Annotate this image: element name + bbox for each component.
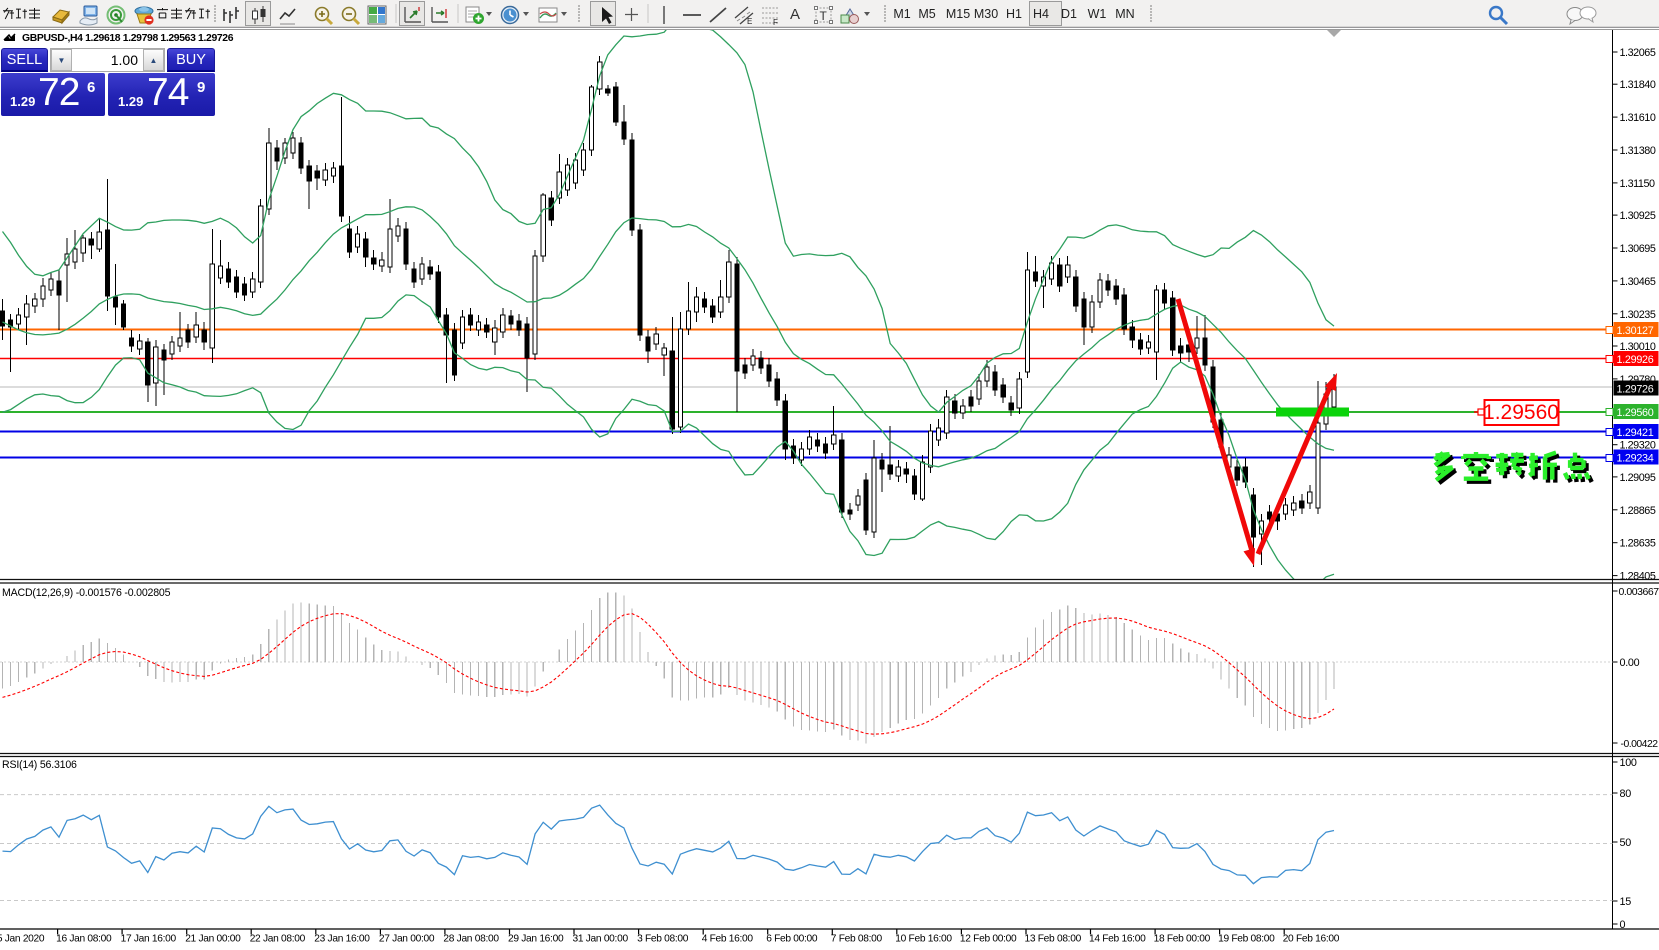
svg-text:H1: H1 — [1006, 7, 1022, 21]
svg-text:0.003667: 0.003667 — [1619, 586, 1659, 598]
svg-text:1.29234: 1.29234 — [1617, 453, 1654, 465]
svg-text:H4: H4 — [1033, 7, 1049, 21]
svg-text:17 Jan 16:00: 17 Jan 16:00 — [121, 934, 177, 945]
svg-text:1.29726: 1.29726 — [1617, 384, 1654, 396]
svg-text:3 Feb 08:00: 3 Feb 08:00 — [637, 934, 689, 945]
svg-text:M1: M1 — [893, 7, 910, 21]
svg-text:6 Feb 00:00: 6 Feb 00:00 — [766, 934, 818, 945]
svg-text:1.29560: 1.29560 — [1617, 407, 1654, 419]
svg-text:15 Jan 2020: 15 Jan 2020 — [0, 934, 45, 945]
svg-text:1.30127: 1.30127 — [1617, 325, 1654, 337]
svg-text:10 Feb 16:00: 10 Feb 16:00 — [895, 934, 952, 945]
svg-text:M5: M5 — [918, 7, 935, 21]
svg-text:1.31840: 1.31840 — [1620, 79, 1656, 91]
svg-text:15: 15 — [1620, 896, 1632, 908]
svg-text:1.28405: 1.28405 — [1620, 571, 1656, 583]
svg-text:19 Feb 08:00: 19 Feb 08:00 — [1218, 934, 1275, 945]
svg-text:1.30010: 1.30010 — [1620, 341, 1656, 353]
svg-text:1.32065: 1.32065 — [1620, 47, 1656, 59]
svg-text:0.00: 0.00 — [1620, 657, 1640, 669]
svg-text:F: F — [773, 18, 778, 27]
svg-text:50: 50 — [1620, 837, 1632, 849]
svg-text:M30: M30 — [974, 7, 998, 21]
svg-text:-0.00422: -0.00422 — [1621, 739, 1659, 750]
svg-text:18 Feb 00:00: 18 Feb 00:00 — [1154, 934, 1211, 945]
svg-text:1.28635: 1.28635 — [1620, 538, 1656, 550]
svg-text:27 Jan 00:00: 27 Jan 00:00 — [379, 934, 435, 945]
svg-text:1.30235: 1.30235 — [1620, 309, 1656, 321]
svg-text:14 Feb 16:00: 14 Feb 16:00 — [1089, 934, 1146, 945]
svg-text:D1: D1 — [1061, 7, 1077, 21]
svg-text:1.31150: 1.31150 — [1620, 178, 1656, 190]
svg-text:M15: M15 — [946, 7, 970, 21]
svg-text:100: 100 — [1620, 757, 1637, 769]
svg-text:T: T — [820, 9, 828, 23]
svg-text:20 Feb 16:00: 20 Feb 16:00 — [1283, 934, 1340, 945]
svg-text:1.29421: 1.29421 — [1617, 427, 1654, 439]
svg-text:0: 0 — [1620, 919, 1626, 931]
svg-text:1.29320: 1.29320 — [1620, 440, 1656, 452]
svg-text:23 Jan 16:00: 23 Jan 16:00 — [314, 934, 370, 945]
svg-text:1.29926: 1.29926 — [1617, 354, 1654, 366]
svg-text:1.29095: 1.29095 — [1620, 472, 1656, 484]
svg-text:MACD(12,26,9) -0.001576 -0.002: MACD(12,26,9) -0.001576 -0.002805 — [2, 587, 171, 599]
svg-text:RSI(14) 56.3106: RSI(14) 56.3106 — [2, 759, 77, 771]
svg-text:1.30925: 1.30925 — [1620, 210, 1656, 222]
svg-text:31 Jan 00:00: 31 Jan 00:00 — [573, 934, 629, 945]
svg-text:MN: MN — [1115, 7, 1134, 21]
svg-text:E: E — [747, 17, 752, 26]
svg-text:4 Feb 16:00: 4 Feb 16:00 — [702, 934, 754, 945]
svg-text:1.29560: 1.29560 — [1483, 401, 1559, 424]
svg-text:1.30695: 1.30695 — [1620, 243, 1656, 255]
svg-text:1.31380: 1.31380 — [1620, 145, 1656, 157]
svg-text:12 Feb 00:00: 12 Feb 00:00 — [960, 934, 1017, 945]
svg-text:13 Feb 08:00: 13 Feb 08:00 — [1025, 934, 1082, 945]
svg-text:A: A — [790, 6, 800, 23]
svg-text:1.30465: 1.30465 — [1620, 276, 1656, 288]
svg-text:1.28865: 1.28865 — [1620, 505, 1656, 517]
svg-text:W1: W1 — [1088, 7, 1107, 21]
svg-text:80: 80 — [1620, 788, 1632, 800]
svg-text:21 Jan 00:00: 21 Jan 00:00 — [185, 934, 241, 945]
svg-text:16 Jan 08:00: 16 Jan 08:00 — [56, 934, 112, 945]
svg-text:7 Feb 08:00: 7 Feb 08:00 — [831, 934, 883, 945]
svg-text:28 Jan 08:00: 28 Jan 08:00 — [443, 934, 499, 945]
svg-text:1.31610: 1.31610 — [1620, 112, 1656, 124]
svg-text:29 Jan 16:00: 29 Jan 16:00 — [508, 934, 564, 945]
svg-text:22 Jan 08:00: 22 Jan 08:00 — [250, 934, 306, 945]
svg-text:GBPUSD-,H4 1.29618 1.29798 1.: GBPUSD-,H4 1.29618 1.29798 1.29563 1.297… — [22, 33, 234, 44]
